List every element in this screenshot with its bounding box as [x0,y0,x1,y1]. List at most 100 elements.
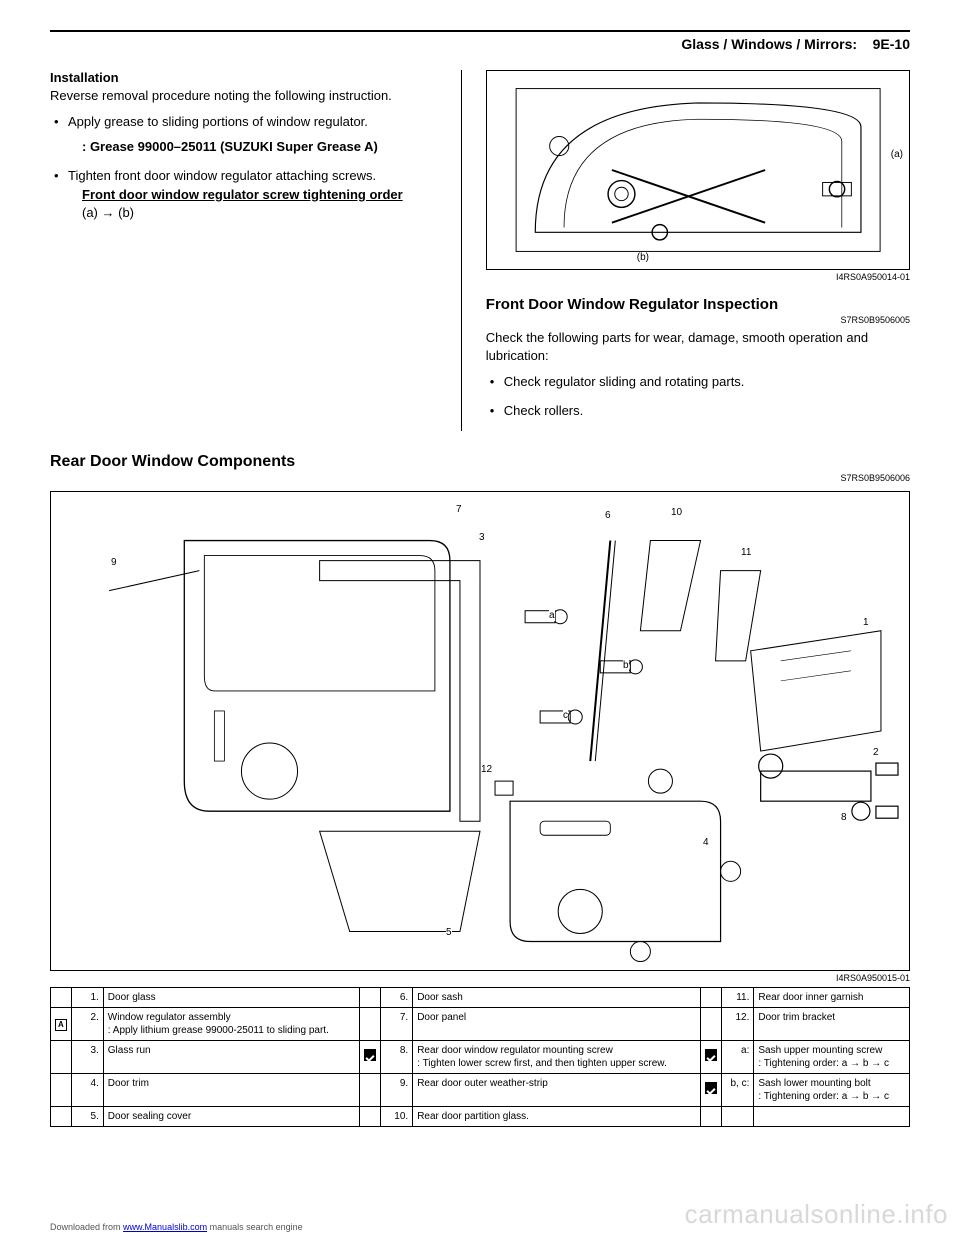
cell-icon [360,1041,381,1074]
table-row: 5. Door sealing cover 10. Rear door part… [51,1107,910,1127]
installation-list: Apply grease to sliding portions of wind… [50,113,443,222]
cell-text: Door sash [413,988,701,1008]
cell-icon [51,1107,72,1127]
cell-num: 1. [71,988,103,1008]
cell-icon [360,1008,381,1041]
check-icon [364,1049,376,1061]
bullet1-text: Apply grease to sliding portions of wind… [68,114,368,129]
header-page: 9E-10 [873,36,910,52]
inspection-bullet-2: Check rollers. [490,402,910,421]
cell-icon [51,1041,72,1074]
cell-text: Window regulator assembly : Apply lithiu… [103,1008,359,1041]
two-column-layout: Installation Reverse removal procedure n… [50,70,910,431]
top-rule [50,30,910,32]
check-icon [705,1082,717,1094]
cell-text: Door sealing cover [103,1107,359,1127]
co-5: 5 [446,927,452,938]
cell-num: 9. [381,1074,413,1107]
cell-icon [360,988,381,1008]
cell-num: 5. [71,1107,103,1127]
figure-2-caption: I4RS0A950015-01 [50,973,910,983]
cell-text: Door trim bracket [754,1008,910,1041]
co-a: a [549,610,555,621]
installation-title: Installation [50,70,443,85]
table-row: 3. Glass run 8. Rear door window regulat… [51,1041,910,1074]
order-title: Front door window regulator screw tighte… [82,187,403,202]
bullet2-text: Tighten front door window regulator atta… [68,168,376,183]
cell-text: Door glass [103,988,359,1008]
left-column: Installation Reverse removal procedure n… [50,70,462,431]
cell-icon: A [51,1008,72,1041]
inspection-bullet-1: Check regulator sliding and rotating par… [490,373,910,392]
co-b: b [623,660,629,671]
parts-table: 1. Door glass 6. Door sash 11. Rear door… [50,987,910,1127]
cell-icon [701,1107,722,1127]
cell-text: Rear door outer weather-strip [413,1074,701,1107]
cell-icon [360,1107,381,1127]
inspection-code: S7RS0B9506005 [486,315,910,325]
footer-link[interactable]: www.Manualslib.com [123,1222,207,1232]
co-4: 4 [703,837,709,848]
cell-num: 8. [381,1041,413,1074]
figure-2-art [59,500,901,962]
page-header: Glass / Windows / Mirrors: 9E-10 [50,36,910,52]
cell-text [754,1107,910,1127]
cell-text: Sash upper mounting screw : Tightening o… [754,1041,910,1074]
cell-num: 2. [71,1008,103,1041]
figure-2: 7 3 9 6 10 11 1 2 8 4 5 12 a b c [50,491,910,971]
page: Glass / Windows / Mirrors: 9E-10 Install… [0,0,960,1242]
cell-num: 6. [381,988,413,1008]
co-12: 12 [481,764,492,775]
cell-text: Rear door window regulator mounting scre… [413,1041,701,1074]
cell-text: Door trim [103,1074,359,1107]
footer-prefix: Downloaded from [50,1222,123,1232]
figure-1-caption: I4RS0A950014-01 [486,272,910,282]
co-2: 2 [873,747,879,758]
installation-intro: Reverse removal procedure noting the fol… [50,87,443,105]
footer-suffix: manuals search engine [210,1222,303,1232]
co-c: c [563,710,568,721]
figure-1: (a) (b) [486,70,910,270]
cell-icon [701,1008,722,1041]
grease-spec: : Grease 99000–25011 (SUZUKI Super Greas… [82,138,443,157]
table-row: 1. Door glass 6. Door sash 11. Rear door… [51,988,910,1008]
inspection-intro: Check the following parts for wear, dama… [486,329,910,365]
footer: Downloaded from www.Manualslib.com manua… [50,1222,303,1232]
cell-num: 7. [381,1008,413,1041]
cell-text: Rear door inner garnish [754,988,910,1008]
cell-num: 3. [71,1041,103,1074]
installation-bullet-2: Tighten front door window regulator atta… [54,167,443,222]
cell-num: 4. [71,1074,103,1107]
cell-num: a: [722,1041,754,1074]
inspection-list: Check regulator sliding and rotating par… [486,373,910,421]
cell-icon [51,988,72,1008]
parts-table-body: 1. Door glass 6. Door sash 11. Rear door… [51,988,910,1127]
co-7: 7 [456,504,462,515]
fig1-label-b: (b) [637,252,649,263]
co-10: 10 [671,507,682,518]
fig1-label-a: (a) [891,149,903,160]
cell-icon [360,1074,381,1107]
cell-num [722,1107,754,1127]
watermark: carmanualsonline.info [685,1199,948,1230]
co-9: 9 [111,557,117,568]
cell-text: Sash lower mounting bolt : Tightening or… [754,1074,910,1107]
cell-num: 12. [722,1008,754,1041]
table-row: 4. Door trim 9. Rear door outer weather-… [51,1074,910,1107]
grease-icon: A [55,1019,67,1031]
rear-code: S7RS0B9506006 [50,473,910,483]
cell-text: Door panel [413,1008,701,1041]
cell-text: Rear door partition glass. [413,1107,701,1127]
cell-num: b, c: [722,1074,754,1107]
header-section: Glass / Windows / Mirrors: [681,36,857,52]
cell-icon [701,988,722,1008]
rear-title: Rear Door Window Components [50,453,910,471]
cell-num: 11. [722,988,754,1008]
co-1: 1 [863,617,869,628]
co-8: 8 [841,812,847,823]
tightening-order: Front door window regulator screw tighte… [82,186,443,222]
check-icon [705,1049,717,1061]
cell-icon [701,1074,722,1107]
order-seq: (a) → (b) [82,205,134,220]
installation-bullet-1: Apply grease to sliding portions of wind… [54,113,443,157]
